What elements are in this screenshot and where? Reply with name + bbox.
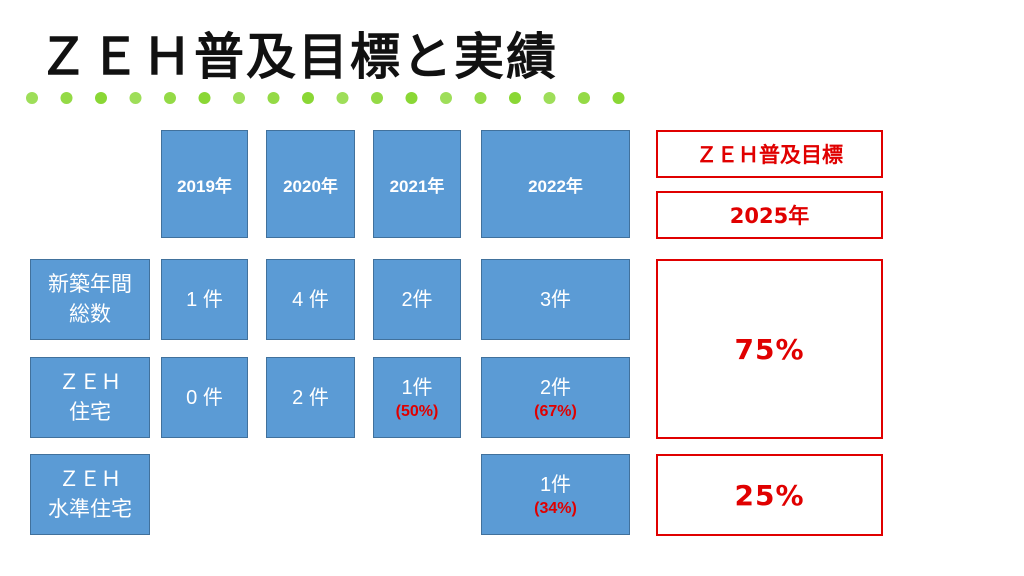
green-dot: [578, 92, 590, 104]
cell-new-builds-2019: 1 件: [161, 259, 248, 340]
cell-new-builds-2021: 2件: [373, 259, 461, 340]
green-dot: [474, 92, 487, 104]
year-header-2020: 2020年: [266, 130, 355, 238]
target-zeh-level-goal: 25%: [656, 454, 883, 536]
green-dot: [509, 92, 521, 104]
year-header-2019: 2019年: [161, 130, 248, 238]
target-zeh-goal: 75%: [656, 259, 883, 439]
green-dot: [60, 92, 73, 104]
green-dot: [440, 92, 452, 104]
cell-new-builds-2020: 4 件: [266, 259, 355, 340]
cell-zeh-2022: 2件 (67%): [481, 357, 630, 438]
green-dot: [267, 92, 280, 104]
green-dot: [612, 92, 625, 104]
green-dot: [26, 92, 38, 104]
cell-zeh-level-2022: 1件 (34%): [481, 454, 630, 535]
cell-zeh-2020: 2 件: [266, 357, 355, 438]
green-dot: [302, 92, 314, 104]
year-header-2021: 2021年: [373, 130, 461, 238]
green-dot: [405, 92, 418, 104]
percentage-label: (67%): [534, 402, 577, 420]
green-dot: [198, 92, 211, 104]
green-dot: [543, 92, 556, 104]
percentage-label: (34%): [534, 499, 577, 517]
green-dot: [129, 92, 142, 104]
green-dot-divider: [26, 92, 625, 104]
target-heading: ＺＥＨ普及目標: [656, 130, 883, 178]
green-dot: [371, 92, 383, 104]
cell-zeh-2019: 0 件: [161, 357, 248, 438]
row-label-new-builds: 新築年間 総数: [30, 259, 150, 340]
cell-zeh-2021: 1件 (50%): [373, 357, 461, 438]
row-label-zeh-level-houses: ＺＥＨ 水準住宅: [30, 454, 150, 535]
percentage-label: (50%): [395, 402, 439, 420]
cell-new-builds-2022: 3件: [481, 259, 630, 340]
green-dot: [164, 92, 176, 104]
green-dot: [233, 92, 245, 104]
row-label-zeh-houses: ＺＥＨ 住宅: [30, 357, 150, 438]
target-year: 2025年: [656, 191, 883, 239]
green-dot: [95, 92, 107, 104]
green-dot: [336, 92, 349, 104]
year-header-2022: 2022年: [481, 130, 630, 238]
page-title: ＺＥＨ普及目標と実績: [38, 28, 558, 86]
